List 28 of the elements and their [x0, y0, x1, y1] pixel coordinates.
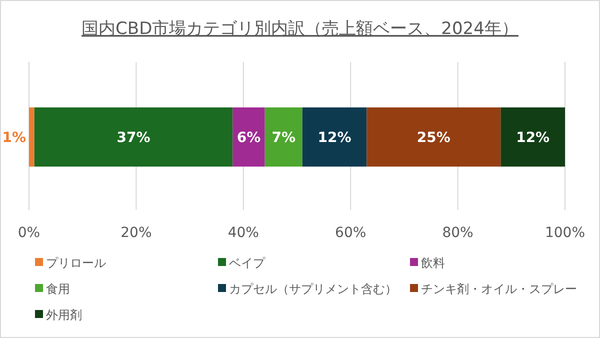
- data-label: 37%: [116, 130, 150, 146]
- bar: [29, 107, 34, 167]
- data-label: 1%: [2, 130, 26, 146]
- data-label: 12%: [318, 130, 352, 146]
- x-tick-label: 20%: [120, 225, 152, 241]
- legend-label: 外用剤: [46, 308, 82, 322]
- x-tick-label: 40%: [228, 225, 259, 241]
- legend-label: 飲料: [421, 256, 445, 270]
- bar: [34, 107, 233, 167]
- data-label: 25%: [416, 130, 450, 146]
- bar: [302, 107, 367, 167]
- x-tick-label: 100%: [544, 225, 586, 241]
- data-label: 12%: [516, 130, 550, 146]
- legend-label: チンキ剤・オイル・スプレー: [421, 282, 577, 296]
- data-label: 6%: [236, 130, 261, 146]
- bar: [232, 107, 265, 167]
- legend-label: プリロール: [46, 256, 106, 270]
- legend-label: ベイプ: [229, 256, 266, 270]
- bar: [366, 107, 501, 167]
- chart-title: 国内CBD市場カテゴリ別内訳（売上額ベース、2024年）: [82, 19, 518, 39]
- bar: [264, 107, 302, 167]
- x-tick-label: 0%: [18, 225, 40, 241]
- bar: [500, 107, 565, 167]
- x-tick-label: 60%: [335, 225, 366, 241]
- legend-label: カプセル（サプリメント含む）: [229, 282, 397, 296]
- data-label: 7%: [272, 130, 296, 146]
- legend-label: 食用: [46, 282, 70, 296]
- x-tick-label: 80%: [442, 225, 474, 241]
